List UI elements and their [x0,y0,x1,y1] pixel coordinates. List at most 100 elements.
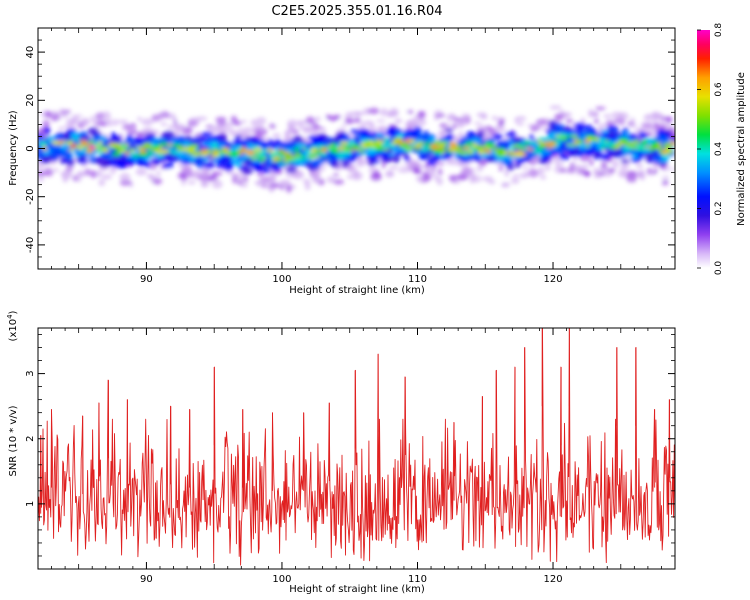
spectrogram-cell [387,124,398,128]
spectrogram-cell [583,163,588,170]
spectrogram-cell [476,112,487,118]
spectrogram-cell [157,112,163,122]
spectrogram-cell [600,145,607,149]
spectrogram-cell [620,158,630,164]
spectrogram-cell [505,131,517,138]
spectrogram-cell [516,151,524,157]
spectrogram-cell [270,150,276,154]
spectrogram-cell [525,147,531,150]
spectrogram-hotspot [89,145,96,150]
snr-y-ticks: 1 2 3 [25,334,675,557]
spectrogram-cell [257,154,266,159]
spectrogram-cell [515,116,527,122]
snr-series-line [38,328,675,566]
spectrogram-cell [176,114,183,124]
spectrogram-cell [642,133,648,138]
spectrogram-cell [426,171,437,177]
spectrogram-cell [584,150,594,157]
spectrogram-cell [512,173,519,178]
spectrogram-cell [435,114,446,118]
spectrogram-cell [558,159,563,168]
spectrogram-cell [157,152,165,158]
spectrogram-cell [131,154,141,158]
spectrogram-cell [477,130,485,138]
spectrogram-cell [549,141,554,146]
spectrogram-cell [571,134,579,139]
spectrogram-cell [510,177,520,185]
spectrogram-cell [160,149,169,154]
spectrogram-cell [140,128,148,135]
spectrogram-cell [574,146,580,153]
spectrogram-cell [65,132,71,140]
spectrogram-cell [584,124,593,131]
spectrogram-cell [50,113,61,122]
spectrogram-cell [216,171,223,176]
spectrogram-cell [370,131,378,138]
spectrogram-cell [197,144,210,149]
colorbar-tick-label: 0.8 [714,23,724,38]
spectrogram-cell [494,177,506,184]
spectrogram-cell [147,144,153,150]
spectrogram-cell [528,134,535,140]
spectrogram-cell [255,148,263,152]
spectrogram-cell [516,121,525,126]
spectrogram-cell [661,178,669,186]
spectrogram-cell [171,143,182,148]
spectrogram-cell [379,108,389,117]
spectrogram-hotspot [70,144,77,149]
spectrogram-cell [271,161,279,167]
spectrogram-cell [320,147,328,153]
spectrogram-cell [285,140,298,149]
spectrogram-cell [458,149,463,153]
spectrogram-cell [316,135,325,143]
spectrogram-cell [294,146,299,151]
spectrogram-cell [38,177,44,182]
spectrogram-x-ticks: 90 100 110 120 [37,28,676,285]
spectrogram-cell [109,167,116,175]
spectrogram-cell [600,129,611,135]
spectrogram-cell [75,177,82,183]
spectrogram-cell [498,119,505,126]
spectrogram-cell [62,176,69,183]
spectrogram-cell [653,168,658,175]
spectrogram-cell [256,172,266,177]
spectrogram-cell [630,152,639,160]
spectrogram-cell [349,129,360,134]
spectrogram-cell [138,152,149,157]
spectrogram-cell [52,140,60,145]
spectrogram-cell [433,148,444,154]
spectrogram-y-tick-label: -40 [25,237,36,253]
spectrogram-hotspot [365,143,372,148]
spectrogram-cell [467,154,474,162]
spectrogram-y-tick-label: 0 [25,145,36,151]
spectrogram-cell [406,109,414,115]
spectrogram-cell [460,151,469,155]
spectrogram-cell [173,118,178,126]
spectrogram-cell [89,139,94,145]
spectrogram-cell [283,154,292,158]
spectrogram-cell [473,121,482,125]
spectrogram-cell [151,143,158,147]
spectrogram-cell [167,124,180,130]
spectrogram-x-axis-label: Height of straight line (km) [289,285,425,296]
spectrogram-cell [233,151,240,157]
spectrogram-cell [224,147,230,150]
spectrogram-cell [184,171,196,179]
spectrogram-cell [230,115,238,124]
spectrogram-cell [431,163,436,171]
spectrogram-cell [434,153,440,162]
spectrogram-cell [501,140,507,147]
spectrogram-cell [203,138,214,143]
spectrogram-cell [547,145,552,149]
spectrogram-cell [377,126,386,132]
spectrogram-cell [333,179,345,185]
spectrogram-cell [201,131,213,138]
snr-plot-area [38,328,675,569]
spectrogram-cell [77,156,86,162]
spectrogram-cell [425,141,431,147]
spectrogram-cell [441,141,448,145]
spectrogram-cell [475,170,481,178]
spectrogram-cell [279,184,285,191]
snr-y-axis-label: SNR (10 * v/v) [8,405,19,476]
